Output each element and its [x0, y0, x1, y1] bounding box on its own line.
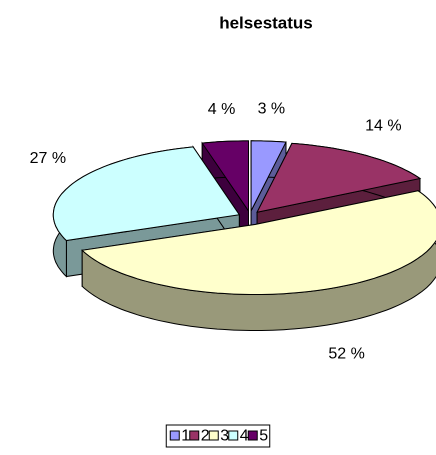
legend-swatch — [208, 430, 219, 441]
legend-label: 1 — [181, 428, 190, 445]
legend-label: 2 — [201, 428, 210, 445]
legend-swatch — [228, 430, 239, 441]
slice — [52, 146, 241, 242]
data-label: 52 % — [328, 346, 364, 363]
data-label: 4 % — [208, 101, 236, 118]
data-label: 3 % — [258, 101, 286, 118]
legend-label: 5 — [259, 428, 268, 445]
chart-title: helsestatus — [219, 13, 313, 32]
slice-group — [81, 189, 436, 331]
legend-label: 3 — [220, 428, 229, 445]
slice — [250, 140, 287, 212]
data-label: 27 % — [30, 150, 66, 167]
slice — [81, 190, 436, 295]
legend-label: 4 — [240, 428, 249, 445]
slice — [201, 140, 249, 213]
legend-swatch — [247, 430, 258, 441]
data-label: 14 % — [365, 118, 401, 135]
legend-swatch — [169, 430, 180, 441]
legend-swatch — [189, 430, 200, 441]
slice — [256, 142, 422, 213]
